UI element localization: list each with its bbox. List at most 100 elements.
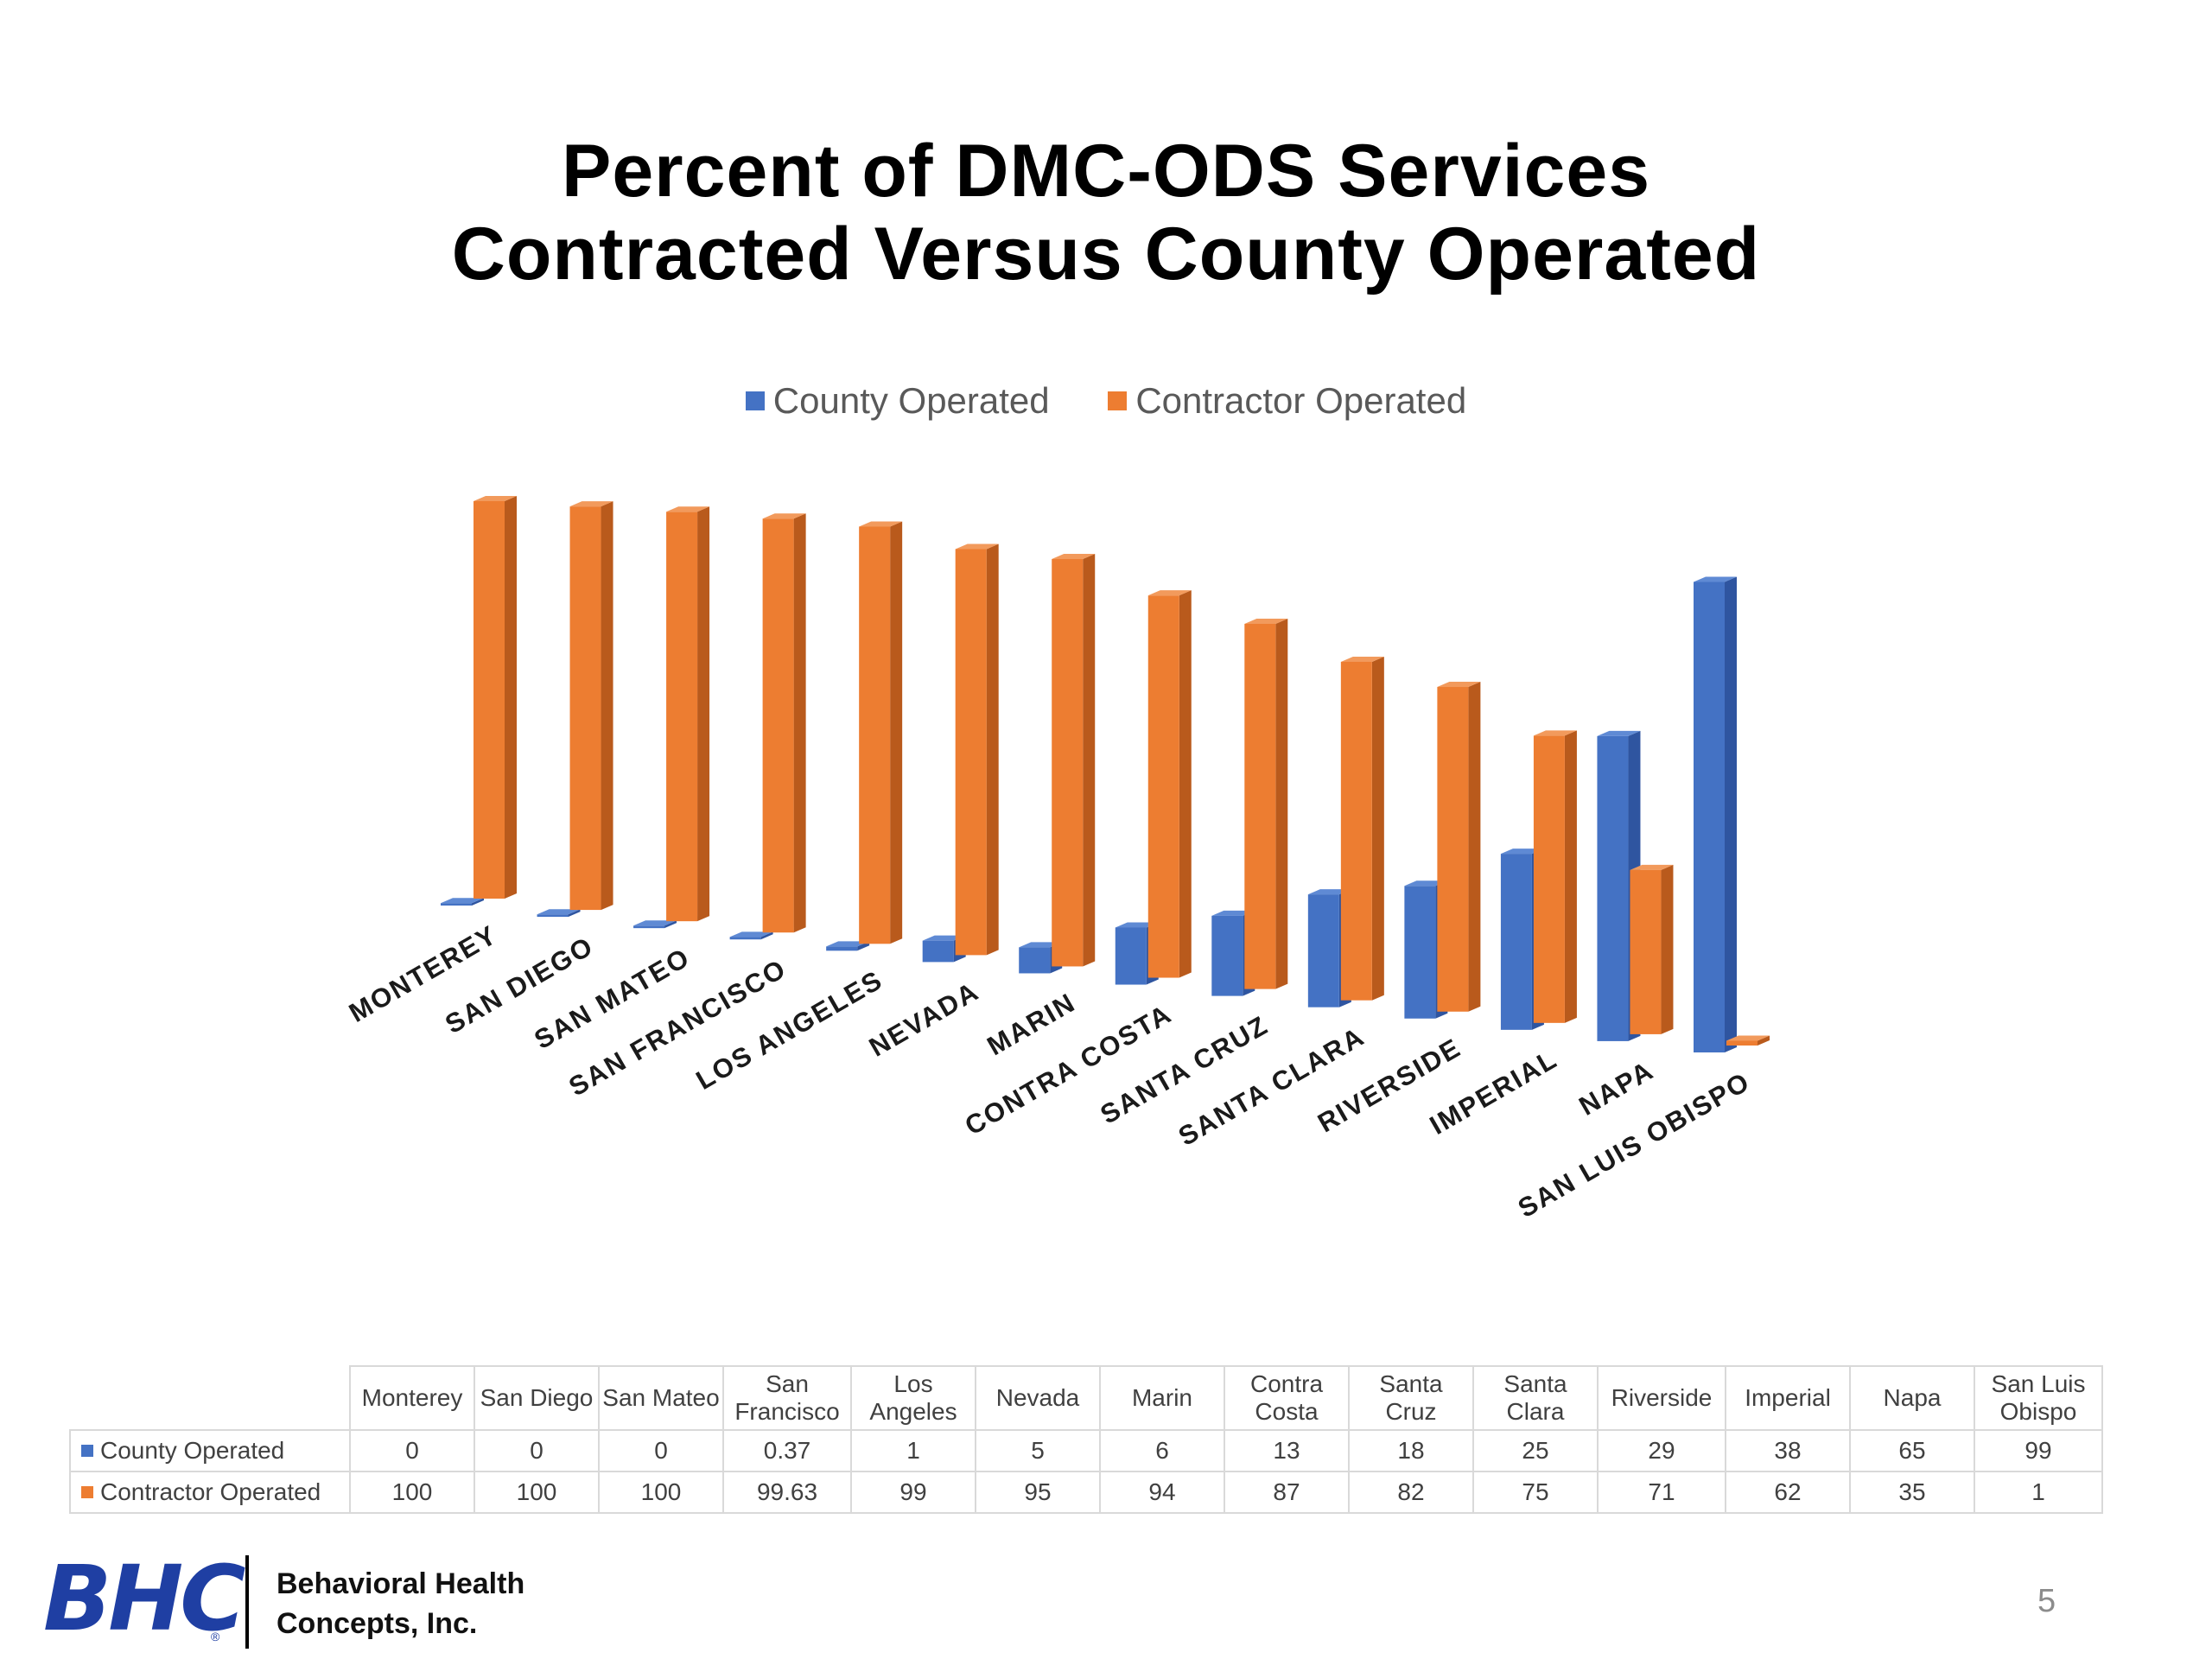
company-name-line-2: Concepts, Inc. <box>276 1607 478 1640</box>
bar-county-contra-costa-front <box>1115 927 1147 985</box>
bar-county-napa-top <box>1597 730 1641 736</box>
bar-contractor-imperial <box>1533 730 1577 1023</box>
bar-contractor-contra-costa-side <box>1179 590 1192 978</box>
chart-title-line-2: Contracted Versus County Operated <box>451 213 1761 296</box>
bar-county-santa-clara-front <box>1307 894 1339 1007</box>
bar-contractor-san-luis-obispo-front <box>1726 1040 1758 1046</box>
bar-contractor-san-luis-obispo <box>1726 1035 1770 1046</box>
table-header-line: Cruz <box>1385 1398 1437 1425</box>
bar-contractor-san-diego-side <box>601 501 613 911</box>
table-header-row: Monterey San Diego San Mateo San Francisco Lo… <box>70 1365 2103 1431</box>
table-swatch-contractor <box>81 1485 93 1498</box>
table-cell-contractor-monterey: 100 <box>349 1471 475 1514</box>
bar-county-san-diego-top <box>537 909 581 915</box>
bar-contractor-san-diego-front <box>569 506 601 911</box>
table-cell-county-marin: 6 <box>1099 1429 1225 1472</box>
bar-contractor-santa-clara <box>1340 656 1384 1001</box>
table-cell-county-riverside: 29 <box>1597 1429 1726 1472</box>
bar-county-san-diego-front <box>537 914 569 918</box>
table-header-monterey: Monterey <box>349 1365 475 1431</box>
bar-contractor-san-francisco <box>762 513 806 933</box>
bar-county-san-mateo-top <box>633 920 677 926</box>
table-cell-contractor-santa-cruz: 82 <box>1348 1471 1474 1514</box>
table-cell-contractor-contra-costa: 87 <box>1224 1471 1350 1514</box>
table-corner-cell <box>70 1366 351 1431</box>
bar-contractor-monterey-top <box>474 496 517 501</box>
bar-contractor-riverside <box>1437 682 1481 1012</box>
table-row-header-county: County Operated <box>69 1429 351 1472</box>
table-swatch-county <box>81 1444 93 1457</box>
bar-county-riverside-top <box>1404 880 1448 887</box>
table-cell-county-napa: 65 <box>1849 1429 1975 1472</box>
table-header-line: San <box>766 1370 809 1397</box>
bar-county-nevada-front <box>922 940 954 963</box>
table-header-line: Francisco <box>734 1398 840 1425</box>
table-header-contra-costa: Contra Costa <box>1224 1365 1350 1431</box>
table-cell-contractor-san-luis-obispo: 1 <box>1974 1471 2103 1514</box>
table-header-line: Contra <box>1249 1370 1324 1397</box>
table-header-san-diego: San Diego <box>474 1365 600 1431</box>
bar-contractor-riverside-top <box>1437 682 1481 688</box>
bar-county-san-diego-side <box>568 909 581 918</box>
table-header-los-angeles: Los Angeles <box>850 1365 976 1431</box>
table-cell-contractor-san-francisco: 99.63 <box>722 1471 852 1514</box>
table-cell-contractor-san-diego: 100 <box>474 1471 600 1514</box>
bar-county-san-diego <box>537 909 581 918</box>
legend-swatch-contractor <box>1108 391 1128 410</box>
bar-contractor-san-luis-obispo-top <box>1726 1035 1770 1041</box>
table-cell-county-san-francisco: 0.37 <box>722 1429 852 1472</box>
company-name-line-1: Behavioral Health <box>276 1567 525 1600</box>
bar-county-marin-top <box>1019 942 1063 948</box>
table-row-label-contractor: Contractor Operated <box>100 1478 321 1505</box>
table-cell-contractor-napa: 35 <box>1849 1471 1975 1514</box>
bar-county-san-luis-obispo <box>1694 576 1737 1052</box>
page-number: 5 <box>2037 1583 2056 1619</box>
table-cell-county-san-mateo: 0 <box>598 1429 724 1472</box>
bar-contractor-contra-costa-top <box>1147 590 1192 596</box>
table-row-contractor: Contractor Operated 100 100 100 99.63 99 95 94… <box>69 1471 2103 1514</box>
bar-county-san-francisco <box>729 931 773 940</box>
legend-item-county: County Operated <box>745 380 1050 422</box>
bar-contractor-san-francisco-top <box>762 513 806 519</box>
table-cell-contractor-santa-clara: 75 <box>1472 1471 1599 1514</box>
bar-contractor-san-diego <box>569 501 613 911</box>
bar-contractor-los-angeles <box>859 521 903 944</box>
legend-item-contractor: Contractor Operated <box>1108 380 1466 422</box>
legend-swatch-county <box>745 391 765 410</box>
table-header-line: Costa <box>1255 1398 1319 1425</box>
bar-county-imperial-top <box>1500 849 1544 855</box>
bar-contractor-monterey-front <box>474 501 505 899</box>
bar-contractor-nevada-side <box>986 543 999 956</box>
bar-contractor-san-mateo-front <box>666 512 698 922</box>
bar-county-napa-front <box>1597 735 1629 1041</box>
bar-county-san-luis-obispo-front <box>1694 582 1725 1052</box>
table-header-line: Santa <box>1379 1370 1443 1397</box>
bar-contractor-marin-top <box>1052 554 1096 560</box>
bar-contractor-san-mateo-top <box>666 506 710 512</box>
bar-contractor-napa-front <box>1630 869 1662 1034</box>
bar-contractor-los-angeles-side <box>890 521 903 944</box>
bar-contractor-imperial-front <box>1533 735 1565 1023</box>
bar-contractor-marin-front <box>1052 559 1084 967</box>
table-header-marin: Marin <box>1099 1365 1225 1431</box>
table-cell-contractor-san-mateo: 100 <box>598 1471 724 1514</box>
bar-contractor-napa-top <box>1630 864 1674 870</box>
table-header-line: Angeles <box>869 1398 957 1425</box>
table-cell-contractor-marin: 94 <box>1099 1471 1225 1514</box>
axis-label-marin: MARIN <box>982 987 1081 1061</box>
bar-contractor-nevada-front <box>955 549 987 956</box>
bar-county-los-angeles-front <box>826 946 858 951</box>
bar-county-monterey-top <box>441 898 484 904</box>
table-header-nevada: Nevada <box>975 1365 1101 1431</box>
bar-contractor-napa-side <box>1661 864 1674 1034</box>
bar-county-san-mateo <box>633 920 677 929</box>
bar-county-san-francisco-front <box>729 937 761 940</box>
logo-divider <box>245 1555 249 1649</box>
bar-county-san-luis-obispo-side <box>1725 576 1737 1052</box>
bar-contractor-san-mateo-side <box>697 506 710 922</box>
table-cell-county-santa-clara: 25 <box>1472 1429 1599 1472</box>
table-cell-county-santa-cruz: 18 <box>1348 1429 1474 1472</box>
bar-contractor-santa-cruz-side <box>1275 619 1288 989</box>
table-row-county: County Operated 0 0 0 0.37 1 5 6 13 18 25 29 38 65 99 <box>69 1429 2103 1472</box>
bar-contractor-santa-clara-front <box>1340 661 1372 1001</box>
